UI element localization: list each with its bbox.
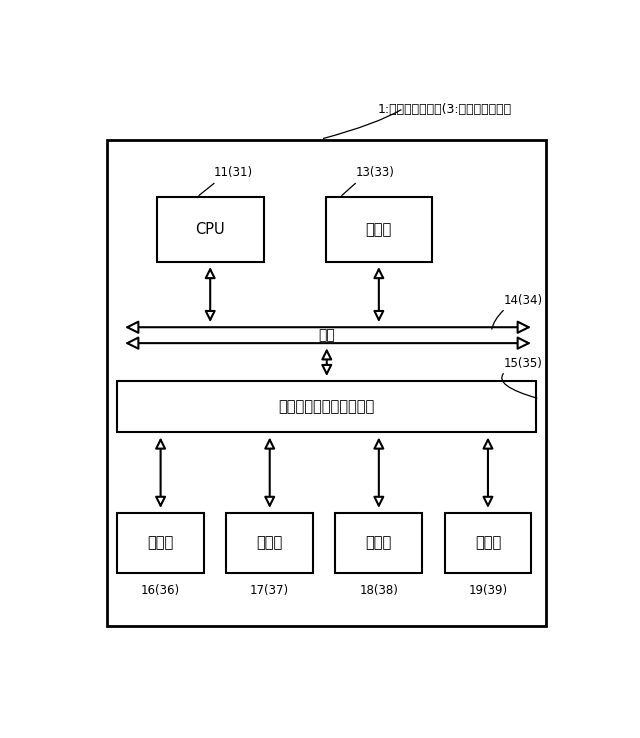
Bar xyxy=(117,513,204,573)
Text: 記憶部: 記憶部 xyxy=(365,535,392,551)
Bar xyxy=(117,382,536,432)
Text: 11(31): 11(31) xyxy=(214,167,253,179)
Text: 入出カインターフェース: 入出カインターフェース xyxy=(278,399,375,414)
Text: 13(33): 13(33) xyxy=(355,167,394,179)
Text: 15(35): 15(35) xyxy=(504,357,543,370)
Bar xyxy=(326,196,432,262)
Text: 1:情報処理サーバ(3:プレイヤ端末）: 1:情報処理サーバ(3:プレイヤ端末） xyxy=(378,103,511,116)
Text: 16(36): 16(36) xyxy=(141,584,180,597)
Bar xyxy=(227,513,313,573)
Bar xyxy=(157,196,264,262)
Text: メモリ: メモリ xyxy=(365,221,392,237)
Text: 19(39): 19(39) xyxy=(468,584,508,597)
Text: 18(38): 18(38) xyxy=(360,584,398,597)
Text: 通信部: 通信部 xyxy=(475,535,501,551)
Bar xyxy=(108,139,547,626)
Bar xyxy=(335,513,422,573)
Text: 入力部: 入力部 xyxy=(147,535,173,551)
Bar xyxy=(445,513,531,573)
Text: 出力部: 出力部 xyxy=(257,535,283,551)
Text: バス: バス xyxy=(318,328,335,342)
Text: 14(34): 14(34) xyxy=(504,294,543,307)
Text: 17(37): 17(37) xyxy=(250,584,289,597)
Text: CPU: CPU xyxy=(195,221,225,237)
